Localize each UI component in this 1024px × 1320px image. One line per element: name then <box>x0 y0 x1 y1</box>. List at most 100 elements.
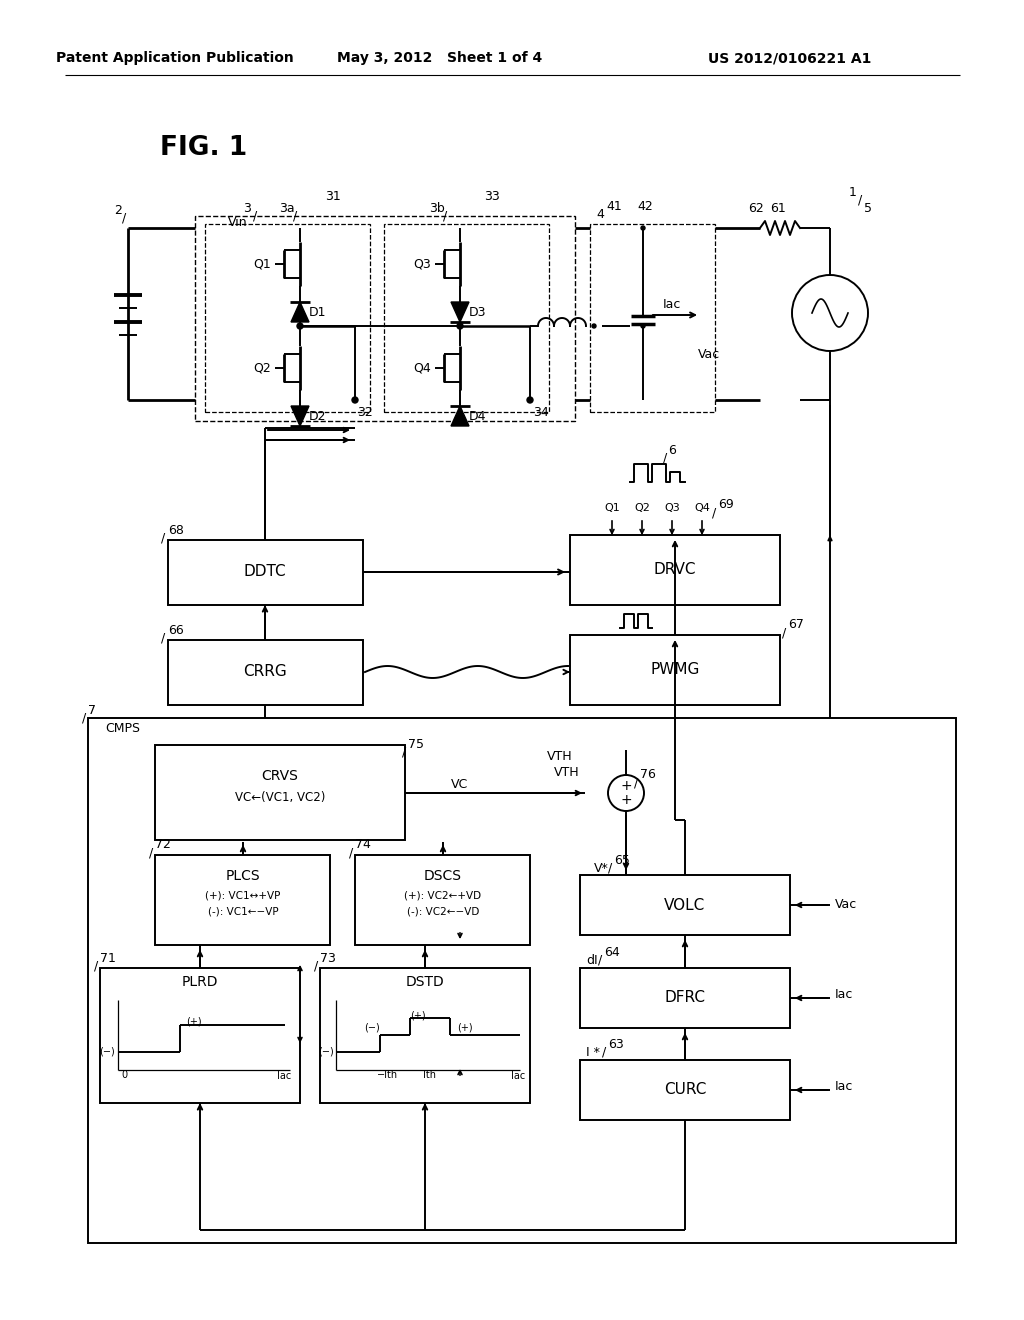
Text: /: / <box>314 960 318 973</box>
Text: /: / <box>442 210 447 223</box>
Text: DFRC: DFRC <box>665 990 706 1006</box>
Text: Iac: Iac <box>276 1071 291 1081</box>
Text: FIG. 1: FIG. 1 <box>160 135 247 161</box>
Text: D2: D2 <box>309 409 327 422</box>
Text: +: + <box>621 779 632 793</box>
Text: CRVS: CRVS <box>261 770 298 783</box>
Text: DRVC: DRVC <box>653 562 696 578</box>
Bar <box>168 540 362 605</box>
Bar <box>205 224 370 412</box>
Text: VTH: VTH <box>554 767 580 780</box>
Text: 72: 72 <box>155 838 171 851</box>
Bar <box>155 744 406 840</box>
Text: I *: I * <box>586 1045 600 1059</box>
Text: 1: 1 <box>849 186 857 198</box>
Polygon shape <box>451 407 469 426</box>
Text: DDTC: DDTC <box>244 565 287 579</box>
Circle shape <box>641 226 645 230</box>
Text: /: / <box>401 746 407 759</box>
Bar <box>100 968 300 1104</box>
Text: Q2: Q2 <box>253 362 271 375</box>
Text: /: / <box>293 210 297 223</box>
Text: VC: VC <box>452 779 469 792</box>
Bar <box>88 718 956 1243</box>
Text: /: / <box>663 451 667 465</box>
Bar <box>590 224 715 412</box>
Text: Vac: Vac <box>698 348 720 362</box>
Text: 69: 69 <box>718 499 734 511</box>
Text: 31: 31 <box>326 190 341 202</box>
Text: 76: 76 <box>640 768 656 781</box>
Text: D3: D3 <box>469 305 486 318</box>
Text: 3: 3 <box>243 202 251 214</box>
Text: CURC: CURC <box>664 1082 707 1097</box>
Text: Iac: Iac <box>835 1080 853 1093</box>
Text: 6: 6 <box>668 444 676 457</box>
Circle shape <box>352 397 358 403</box>
Polygon shape <box>291 407 309 426</box>
Text: (−): (−) <box>365 1023 380 1034</box>
Text: (−): (−) <box>99 1047 115 1057</box>
Bar <box>580 1060 790 1119</box>
Bar <box>570 535 780 605</box>
Bar <box>384 224 549 412</box>
Text: D1: D1 <box>309 305 327 318</box>
Text: 61: 61 <box>770 202 785 214</box>
Text: 62: 62 <box>749 202 764 214</box>
Text: Q3: Q3 <box>665 503 680 513</box>
Text: Q3: Q3 <box>413 257 431 271</box>
Text: /: / <box>602 1045 606 1059</box>
Text: 34: 34 <box>534 405 549 418</box>
Text: /: / <box>782 627 786 639</box>
Text: VC←(VC1, VC2): VC←(VC1, VC2) <box>234 792 326 804</box>
Bar <box>580 968 790 1028</box>
Text: May 3, 2012   Sheet 1 of 4: May 3, 2012 Sheet 1 of 4 <box>337 51 543 65</box>
Text: 67: 67 <box>788 619 804 631</box>
Text: V*: V* <box>594 862 608 874</box>
Text: DSTD: DSTD <box>406 975 444 989</box>
Text: Vac: Vac <box>835 899 857 912</box>
Text: Ith: Ith <box>424 1071 436 1080</box>
Text: 65: 65 <box>614 854 630 866</box>
Text: (+): VC1↔+VP: (+): VC1↔+VP <box>206 890 281 900</box>
Text: CRRG: CRRG <box>243 664 287 680</box>
Text: (+): (+) <box>410 1010 426 1020</box>
Text: /: / <box>349 846 353 859</box>
Text: DSCS: DSCS <box>424 869 462 883</box>
Text: PWMG: PWMG <box>650 663 699 677</box>
Text: /: / <box>148 846 154 859</box>
Text: Q4: Q4 <box>694 503 710 513</box>
Circle shape <box>527 397 534 403</box>
Text: US 2012/0106221 A1: US 2012/0106221 A1 <box>709 51 871 65</box>
Text: /: / <box>94 960 98 973</box>
Bar <box>355 855 530 945</box>
Text: 0: 0 <box>121 1071 127 1080</box>
Text: Vin: Vin <box>228 215 248 228</box>
Text: VOLC: VOLC <box>665 898 706 912</box>
Text: (+): (+) <box>186 1016 202 1027</box>
Text: Iac: Iac <box>511 1071 525 1081</box>
Text: (-): VC1←−VP: (-): VC1←−VP <box>208 907 279 917</box>
Text: /: / <box>161 532 165 544</box>
Text: Patent Application Publication: Patent Application Publication <box>56 51 294 65</box>
Circle shape <box>457 323 463 329</box>
Text: /: / <box>858 194 862 206</box>
Text: Q1: Q1 <box>604 503 620 513</box>
Text: +: + <box>621 793 632 807</box>
Text: /: / <box>253 210 257 223</box>
Text: (+): VC2←+VD: (+): VC2←+VD <box>404 890 481 900</box>
Text: /: / <box>82 711 86 725</box>
Text: −Ith: −Ith <box>378 1071 398 1080</box>
Text: 71: 71 <box>100 952 116 965</box>
Text: 32: 32 <box>357 405 373 418</box>
Text: PLCS: PLCS <box>225 869 260 883</box>
Text: /: / <box>122 211 126 224</box>
Text: /: / <box>161 631 165 644</box>
Text: CMPS: CMPS <box>105 722 140 734</box>
Polygon shape <box>291 302 309 322</box>
Text: 73: 73 <box>319 952 336 965</box>
Text: 64: 64 <box>604 945 620 958</box>
Bar <box>155 855 330 945</box>
Text: D4: D4 <box>469 409 486 422</box>
Bar <box>580 875 790 935</box>
